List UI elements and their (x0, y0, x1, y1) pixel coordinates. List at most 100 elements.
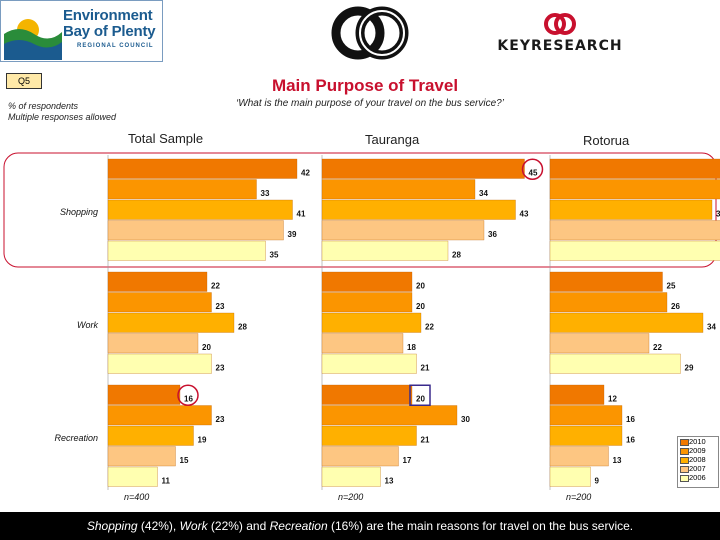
panel-title-rotorua: Rotorua (583, 133, 630, 148)
bar-0-work-2010 (107, 271, 208, 292)
bar-2-work-2009 (549, 292, 668, 313)
bar-2-shopping-2006 (549, 240, 720, 261)
bar-2-recreation-2007 (549, 446, 609, 467)
category-label-work: Work (77, 320, 98, 330)
footer-text-3: (16%) are the main reasons for travel on… (327, 519, 634, 533)
sample-size-2: n=200 (566, 492, 591, 502)
legend-item-2009: 2009 (678, 446, 718, 455)
bar-1-shopping-2008 (321, 199, 516, 220)
bar-2-shopping-2009 (549, 179, 720, 200)
data-label-1-recreation-2008: 21 (421, 436, 430, 445)
sample-size-0: n=400 (124, 492, 149, 502)
data-label-2-work-2009: 26 (671, 302, 680, 311)
data-label-0-work-2006: 23 (216, 364, 225, 373)
legend-item-2006: 2006 (678, 473, 718, 482)
panel-title-total: Total Sample (128, 131, 204, 146)
legend-label-2007: 2007 (689, 464, 706, 473)
bar-0-work-2006 (107, 353, 212, 374)
bar-0-recreation-2006 (107, 466, 158, 487)
data-label-0-work-2008: 28 (238, 323, 247, 332)
rings-logo-icon (331, 6, 409, 60)
category-label-shopping: Shopping (60, 207, 98, 217)
chart-legend: 2010 2009 2008 2007 2006 (677, 436, 719, 488)
footer-text-1: (42%), (137, 519, 180, 533)
legend-label-2009: 2009 (689, 446, 706, 455)
data-label-0-recreation-2008: 19 (198, 436, 207, 445)
key-rings-icon (544, 13, 576, 35)
legend-swatch-2006 (680, 475, 689, 482)
data-label-1-shopping-2006: 28 (452, 251, 461, 260)
bar-1-recreation-2006 (321, 466, 381, 487)
highlight-circle-1 (521, 158, 544, 180)
panel-title-tauranga: Tauranga (365, 132, 420, 147)
data-label-0-recreation-2006: 11 (162, 477, 171, 486)
data-label-1-work-2006: 21 (421, 364, 430, 373)
data-label-0-shopping-2009: 33 (261, 189, 270, 198)
bar-2-shopping-2007 (549, 220, 720, 241)
data-label-0-shopping-2010: 42 (301, 169, 310, 178)
data-label-2-shopping-2008: 36 (716, 210, 720, 219)
footer-recreation: Recreation (269, 519, 328, 533)
legend-item-2010: 2010 (678, 437, 718, 446)
bar-1-work-2007 (321, 333, 404, 354)
data-label-2-recreation-2009: 16 (626, 415, 635, 424)
legend-swatch-2009 (680, 448, 689, 455)
bar-2-recreation-2006 (549, 466, 591, 487)
bar-0-work-2009 (107, 292, 212, 313)
environment-bop-logo: Environment Bay of Plenty REGIONAL COUNC… (0, 0, 163, 62)
data-label-0-shopping-2008: 41 (297, 210, 306, 219)
legend-item-2007: 2007 (678, 464, 718, 473)
bar-2-work-2006 (549, 353, 681, 374)
data-label-1-shopping-2010: 45 (529, 169, 538, 178)
data-label-0-recreation-2010: 16 (184, 395, 193, 404)
keyresearch-wordmark: KEYRESEARCH (497, 38, 623, 54)
purpose-bar-chart: Shopping Work Recreation 42 33 41 39 35 22 23 28 20… (3, 152, 720, 502)
bar-0-work-2008 (107, 312, 235, 333)
data-label-0-work-2010: 22 (211, 282, 220, 291)
data-label-1-work-2007: 18 (407, 343, 416, 352)
bar-2-recreation-2010 (549, 384, 605, 405)
bar-1-work-2009 (321, 292, 413, 313)
shopping-group-highlight (3, 152, 717, 268)
bar-1-work-2008 (321, 312, 422, 333)
bar-1-shopping-2010 (321, 158, 525, 179)
bar-1-shopping-2007 (321, 220, 485, 241)
data-label-1-shopping-2009: 34 (479, 189, 488, 198)
data-label-2-recreation-2008: 16 (626, 436, 635, 445)
bar-1-recreation-2007 (321, 446, 399, 467)
bar-1-recreation-2008 (321, 425, 417, 446)
legend-label-2010: 2010 (689, 437, 706, 446)
data-label-2-work-2008: 34 (707, 323, 716, 332)
respondents-note: % of respondents Multiple responses allo… (8, 101, 116, 123)
note-line2: Multiple responses allowed (8, 112, 117, 122)
highlight-circle-0 (177, 384, 199, 406)
data-label-1-recreation-2007: 17 (403, 456, 412, 465)
bar-2-recreation-2009 (549, 405, 623, 426)
data-label-0-work-2009: 23 (216, 302, 225, 311)
keyresearch-logo: KEYRESEARCH (480, 10, 640, 60)
data-label-0-recreation-2007: 15 (180, 456, 189, 465)
data-label-1-work-2010: 20 (416, 282, 425, 291)
bar-0-recreation-2010 (107, 384, 181, 405)
bar-1-work-2010 (321, 271, 413, 292)
note-line1: % of respondents (8, 101, 79, 111)
highlight-box-2 (409, 384, 431, 406)
data-label-1-recreation-2006: 13 (385, 477, 394, 486)
footer-text-2: (22%) and (207, 519, 270, 533)
bar-1-shopping-2009 (321, 179, 476, 200)
data-label-1-work-2009: 20 (416, 302, 425, 311)
data-label-2-recreation-2006: 9 (595, 477, 600, 486)
bar-1-shopping-2006 (321, 240, 449, 261)
bar-2-shopping-2008 (549, 199, 713, 220)
page-title: Main Purpose of Travel (271, 76, 459, 95)
data-label-0-work-2007: 20 (202, 343, 211, 352)
bar-2-work-2008 (549, 312, 704, 333)
footer-shopping: Shopping (86, 519, 138, 533)
footer-summary: Shopping (42%), Work (22%) and Recreatio… (0, 512, 720, 540)
bar-1-recreation-2010 (321, 384, 413, 405)
legend-label-2008: 2008 (689, 455, 706, 464)
footer-work: Work (179, 519, 208, 533)
bar-2-shopping-2010 (549, 158, 720, 179)
legend-swatch-2010 (680, 439, 689, 446)
legend-item-2008: 2008 (678, 455, 718, 464)
